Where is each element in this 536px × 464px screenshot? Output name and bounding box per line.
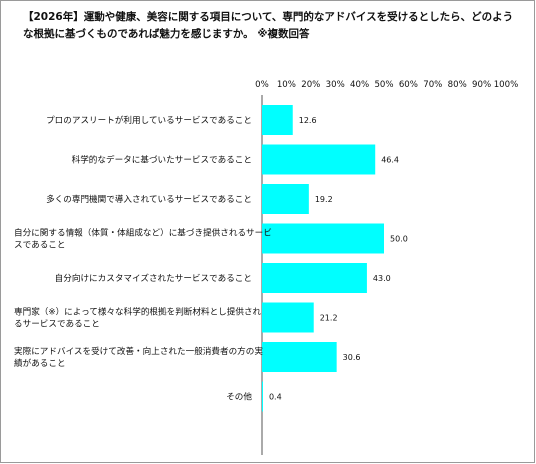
x-tick-label: 60% (399, 80, 418, 90)
bar (262, 342, 337, 372)
category-label: プロのアスリートが利用しているサービスであること (46, 114, 252, 126)
category-label: 科学的なデータに基づいたサービスであること (72, 154, 252, 166)
bar (262, 184, 309, 214)
x-tick-label: 70% (423, 80, 442, 90)
category-label: 専門家（※）によって様々な科学的根拠を判断材料とし提供され (14, 306, 262, 318)
data-label: 30.6 (343, 353, 361, 362)
x-tick-label: 40% (350, 80, 369, 90)
data-label: 19.2 (315, 195, 333, 204)
data-label: 43.0 (373, 274, 391, 283)
bar (262, 302, 314, 333)
category-label: 自分に関する情報（体質・体組成など）に基づき提供されるサービ (14, 227, 272, 239)
category-label: 多くの専門機関で導入されているサービスであること (46, 193, 252, 205)
bar (262, 105, 293, 135)
category-label: るサービスであること (14, 319, 100, 330)
category-label: 実際にアドバイスを受けて改善・向上された一般消費者の方の実 (14, 345, 263, 357)
data-label: 46.4 (381, 156, 399, 165)
category-label: 績があること (14, 357, 66, 369)
x-tick-label: 20% (301, 80, 320, 90)
x-tick-label: 10% (277, 80, 296, 90)
bar (262, 223, 384, 254)
category-label: 自分向けにカスタマイズされたサービスであること (55, 272, 252, 284)
category-label: スであること (14, 240, 65, 251)
x-tick-label: 50% (374, 80, 393, 90)
x-tick-label: 0% (255, 80, 269, 90)
bar (262, 263, 367, 293)
category-label: その他 (226, 391, 252, 403)
bar (262, 144, 376, 175)
data-label: 21.2 (320, 314, 338, 323)
x-tick-label: 100% (494, 80, 519, 90)
data-label: 12.6 (299, 116, 317, 125)
x-tick-label: 30% (326, 80, 345, 90)
x-tick-label: 90% (472, 80, 491, 90)
x-tick-label: 80% (448, 80, 467, 90)
bar (262, 381, 263, 412)
data-label: 50.0 (390, 235, 408, 244)
chart-title: 【2026年】運動や健康、美容に関する項目について、専門的なアドバイスを受けると… (23, 11, 514, 40)
data-label: 0.4 (269, 393, 282, 402)
